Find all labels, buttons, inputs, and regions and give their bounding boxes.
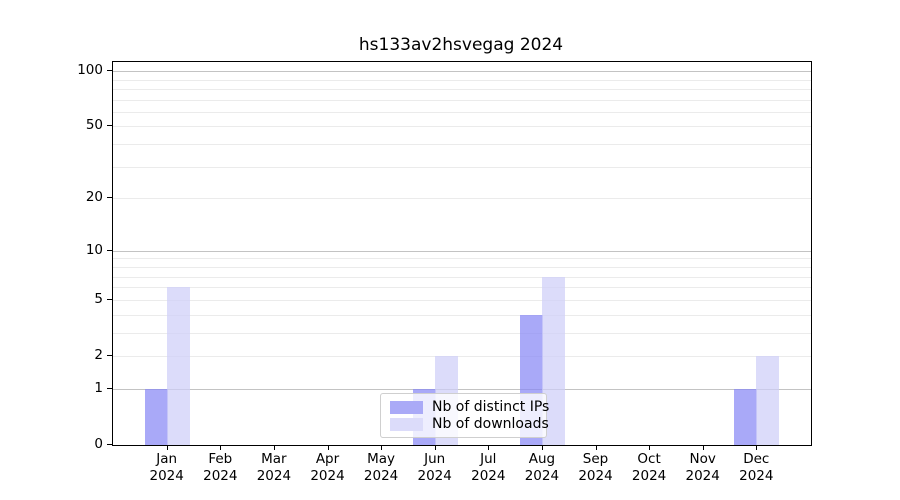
minor-gridline	[113, 144, 811, 146]
y-tick-mark	[107, 444, 112, 445]
y-axis-tick-label: 50	[85, 117, 103, 134]
bar-downloads	[166, 287, 190, 445]
minor-gridline	[113, 166, 811, 168]
legend-swatch	[390, 418, 423, 431]
major-gridline	[113, 250, 811, 252]
y-axis-tick-label: 20	[85, 189, 103, 206]
bar-distinct-ips	[734, 388, 758, 445]
minor-gridline	[113, 355, 811, 357]
x-axis-tick-label: Sep 2024	[578, 451, 613, 484]
x-tick-mark	[488, 445, 490, 450]
x-tick-mark	[541, 445, 543, 450]
x-tick-mark	[220, 445, 222, 450]
y-axis-tick-label: 0	[94, 436, 103, 452]
y-tick-mark	[107, 354, 112, 356]
x-tick-mark	[434, 445, 436, 450]
x-axis-tick-label: Jun 2024	[417, 451, 452, 484]
x-axis-tick-label: Oct 2024	[631, 451, 667, 484]
x-axis-tick-label: Dec 2024	[739, 451, 774, 484]
minor-gridline	[113, 198, 811, 200]
legend-item: Nb of downloads	[390, 416, 549, 433]
x-tick-mark	[273, 445, 275, 450]
minor-gridline	[113, 276, 811, 278]
bar-distinct-ips	[144, 388, 168, 445]
y-tick-mark	[107, 387, 112, 389]
minor-gridline	[113, 332, 811, 334]
x-tick-mark	[649, 445, 651, 450]
y-axis-tick-label: 1	[94, 379, 103, 396]
legend: Nb of distinct IPs Nb of downloads	[380, 393, 549, 438]
x-axis-tick-label: Aug 2024	[524, 451, 560, 484]
chart-title: hs133av2hsvegag 2024	[358, 35, 564, 55]
legend-item: Nb of distinct IPs	[390, 399, 549, 416]
y-axis-tick-label: 2	[94, 346, 103, 363]
minor-gridline	[113, 258, 811, 260]
legend-swatch	[390, 401, 423, 414]
x-axis-tick-label: Apr 2024	[310, 451, 345, 484]
y-axis-tick-label: 100	[77, 62, 103, 79]
minor-gridline	[113, 111, 811, 113]
minor-gridline	[113, 88, 811, 90]
legend-label: Nb of distinct IPs	[432, 399, 550, 415]
x-tick-mark	[702, 445, 704, 450]
x-tick-mark	[327, 445, 329, 450]
minor-gridline	[113, 299, 811, 301]
x-tick-mark	[166, 445, 168, 450]
y-tick-mark	[107, 298, 112, 300]
minor-gridline	[113, 314, 811, 316]
y-axis-tick-label: 10	[85, 241, 103, 258]
x-axis-tick-label: Feb 2024	[203, 451, 238, 484]
y-axis-tick-label: 5	[94, 290, 103, 307]
minor-gridline	[113, 126, 811, 128]
x-axis-tick-label: Jan 2024	[149, 451, 184, 484]
bar-downloads	[541, 276, 565, 445]
minor-gridline	[113, 99, 811, 101]
y-tick-mark	[107, 125, 112, 127]
plot-area: Nb of distinct IPs Nb of downloads	[112, 61, 812, 446]
y-tick-mark	[107, 249, 112, 251]
x-axis-tick-label: Jul 2024	[471, 451, 506, 484]
minor-gridline	[113, 79, 811, 81]
x-axis-tick-label: Mar 2024	[256, 451, 292, 484]
x-tick-mark	[756, 445, 758, 450]
y-tick-mark	[107, 197, 112, 199]
minor-gridline	[113, 266, 811, 268]
x-axis-tick-label: Nov 2024	[685, 451, 720, 484]
bar-downloads	[756, 355, 780, 445]
legend-label: Nb of downloads	[432, 416, 549, 432]
x-axis-tick-label: May 2024	[363, 451, 399, 484]
major-gridline	[113, 71, 811, 73]
major-gridline	[113, 388, 811, 390]
x-tick-mark	[595, 445, 597, 450]
x-tick-mark	[381, 445, 383, 450]
minor-gridline	[113, 287, 811, 289]
y-tick-mark	[107, 70, 112, 72]
